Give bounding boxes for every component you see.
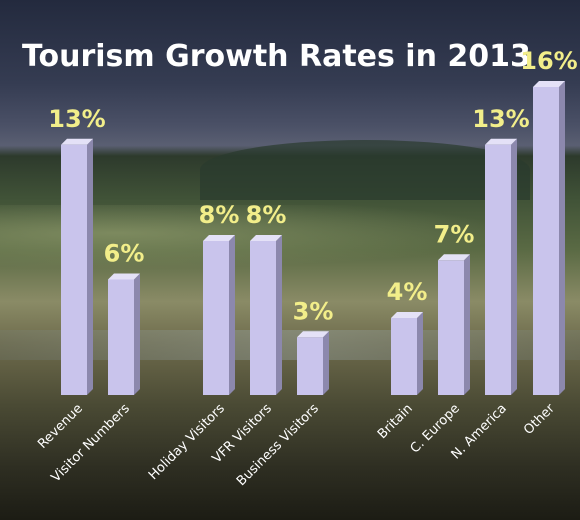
value-label-3: 8% xyxy=(199,201,240,229)
bar-top xyxy=(438,254,470,261)
value-label-5: 3% xyxy=(293,297,334,325)
value-label-6: 4% xyxy=(387,278,428,306)
bar-top xyxy=(250,235,282,241)
bar-front xyxy=(297,337,323,395)
bar-top xyxy=(108,273,140,280)
bar-5 xyxy=(297,331,329,395)
bar-1 xyxy=(61,138,93,395)
bar-6 xyxy=(391,312,423,395)
background-water xyxy=(0,330,580,360)
bar-side xyxy=(417,312,423,395)
bar-front xyxy=(485,144,511,395)
bar-front xyxy=(250,241,276,395)
chart-title: Tourism Growth Rates in 2013 xyxy=(22,39,531,74)
bars-group xyxy=(61,81,565,395)
x-tick-label-3: Holiday Visitors xyxy=(146,401,228,483)
bar-side xyxy=(511,138,517,395)
value-label-9: 16% xyxy=(520,47,577,75)
bar-top xyxy=(533,81,565,87)
value-label-2: 6% xyxy=(104,240,145,268)
x-tick-label-6: Britain xyxy=(375,401,416,442)
bar-front xyxy=(108,279,134,395)
value-label-4: 8% xyxy=(246,201,287,229)
bar-top xyxy=(297,331,329,338)
bar-side xyxy=(559,81,565,395)
bar-side xyxy=(464,254,470,395)
bar-7 xyxy=(438,254,470,395)
bar-side xyxy=(134,273,140,395)
background-hill xyxy=(200,140,530,200)
value-label-8: 13% xyxy=(472,105,529,133)
value-label-7: 7% xyxy=(434,220,475,248)
bar-front xyxy=(438,260,464,395)
bar-4 xyxy=(250,235,282,395)
bar-top xyxy=(61,138,93,145)
background-dune xyxy=(0,205,580,275)
bar-side xyxy=(323,331,329,395)
bar-front xyxy=(203,241,229,395)
bar-8 xyxy=(485,138,517,395)
bar-side xyxy=(229,235,235,395)
bar-3 xyxy=(203,235,235,395)
bar-side xyxy=(276,235,282,395)
bar-top xyxy=(391,312,423,318)
bar-front xyxy=(391,318,417,395)
bar-top xyxy=(203,235,235,241)
x-tick-label-5: Business Visitors xyxy=(234,401,322,489)
value-label-1: 13% xyxy=(48,105,105,133)
value-labels-group: 13% 6% 8% 8% 3% 4% 7% 13% 16% xyxy=(48,47,577,325)
bar-9 xyxy=(533,81,565,395)
bar-side xyxy=(87,138,93,395)
bar-front xyxy=(61,144,87,395)
x-tick-label-2: Visitor Numbers xyxy=(49,401,133,485)
x-tick-label-9: Other xyxy=(521,401,558,438)
bar-2 xyxy=(108,273,140,395)
bar-top xyxy=(485,138,517,145)
bar-front xyxy=(533,87,559,395)
